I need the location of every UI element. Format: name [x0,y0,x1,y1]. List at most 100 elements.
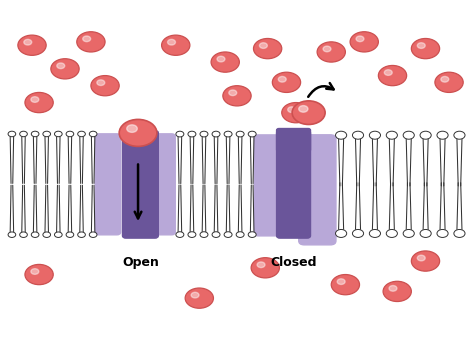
Circle shape [162,35,190,55]
Circle shape [369,230,381,237]
Circle shape [127,125,137,132]
Circle shape [217,56,225,62]
Circle shape [78,131,85,137]
Circle shape [317,42,346,62]
Circle shape [212,131,220,137]
Circle shape [31,269,39,274]
Circle shape [435,72,463,92]
Circle shape [278,76,286,82]
Circle shape [454,131,465,139]
Circle shape [389,286,397,291]
Circle shape [353,230,364,237]
Circle shape [8,232,16,237]
Circle shape [25,265,53,285]
Circle shape [188,232,196,237]
Circle shape [323,46,331,52]
Circle shape [24,39,32,45]
Text: Closed: Closed [270,256,317,269]
Circle shape [454,230,465,237]
Circle shape [119,119,157,147]
Circle shape [57,63,65,69]
Circle shape [441,76,449,82]
Circle shape [236,232,244,237]
Circle shape [248,232,256,237]
Circle shape [331,274,359,295]
Circle shape [251,258,279,278]
Circle shape [386,131,397,139]
Circle shape [211,52,239,72]
Circle shape [282,103,310,123]
Circle shape [188,131,196,137]
Circle shape [299,106,308,112]
Circle shape [288,107,296,113]
FancyBboxPatch shape [277,131,310,238]
Circle shape [420,131,431,139]
Circle shape [223,86,251,106]
Circle shape [20,232,27,237]
Circle shape [66,131,74,137]
Circle shape [420,230,431,237]
Circle shape [51,59,79,79]
FancyBboxPatch shape [95,134,120,235]
Circle shape [89,131,97,137]
Circle shape [257,262,265,268]
Text: Open: Open [122,256,159,269]
FancyBboxPatch shape [122,131,158,238]
Circle shape [350,32,378,52]
Circle shape [20,131,27,137]
Circle shape [25,92,53,113]
Circle shape [43,232,51,237]
Circle shape [236,131,244,137]
FancyBboxPatch shape [299,135,336,245]
Circle shape [336,131,346,139]
FancyBboxPatch shape [277,129,310,151]
Circle shape [66,232,74,237]
Circle shape [176,232,184,237]
Circle shape [200,131,208,137]
Circle shape [386,230,397,237]
Circle shape [417,255,425,261]
Circle shape [336,230,346,237]
Circle shape [356,36,364,42]
FancyBboxPatch shape [150,134,175,235]
Circle shape [254,38,282,59]
Circle shape [403,230,414,237]
Circle shape [437,131,448,139]
Circle shape [8,131,16,137]
Circle shape [229,90,237,96]
Circle shape [383,281,411,302]
Circle shape [437,230,448,237]
Circle shape [78,232,85,237]
Circle shape [83,36,91,42]
Circle shape [31,232,39,237]
Circle shape [353,131,364,139]
Circle shape [31,97,39,102]
Circle shape [259,43,267,48]
Circle shape [224,131,232,137]
Circle shape [212,232,220,237]
Circle shape [411,251,439,271]
Circle shape [167,39,175,45]
Circle shape [292,101,325,124]
Circle shape [411,38,439,59]
Circle shape [55,131,62,137]
Circle shape [176,131,184,137]
Circle shape [97,80,105,85]
Circle shape [18,35,46,55]
Circle shape [89,232,97,237]
Circle shape [55,232,62,237]
Circle shape [200,232,208,237]
Circle shape [273,72,301,92]
Circle shape [417,43,425,48]
Circle shape [77,32,105,52]
Circle shape [384,70,392,75]
Circle shape [369,131,381,139]
Circle shape [337,279,345,285]
Circle shape [185,288,213,308]
FancyBboxPatch shape [255,135,280,236]
Circle shape [248,131,256,137]
Circle shape [224,232,232,237]
Circle shape [191,292,199,298]
Circle shape [31,131,39,137]
Circle shape [403,131,414,139]
